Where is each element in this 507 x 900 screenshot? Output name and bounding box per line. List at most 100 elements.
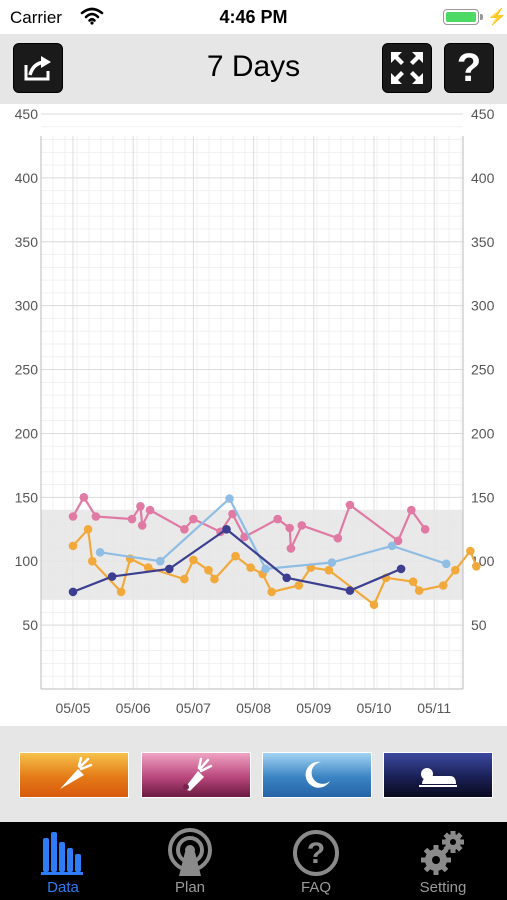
question-icon: ?: [456, 46, 482, 90]
data-point: [327, 558, 337, 567]
data-point: [231, 551, 240, 561]
wifi-icon: [80, 7, 104, 30]
tab-data-label: Data: [47, 879, 79, 896]
data-point: [107, 572, 117, 581]
y-tick-label-left: 100: [15, 553, 39, 569]
lunch-button[interactable]: [141, 752, 251, 798]
data-point: [393, 536, 403, 546]
data-point: [396, 564, 406, 574]
sleeping-icon: [419, 768, 457, 787]
y-tick-label-right: 350: [471, 234, 495, 250]
expand-button[interactable]: [382, 43, 432, 93]
data-point: [267, 587, 276, 597]
gears-icon: [421, 831, 464, 875]
help-button[interactable]: ?: [444, 43, 494, 93]
data-point: [189, 555, 198, 565]
broadcast-icon: [168, 828, 212, 876]
y-tick-label-left: 400: [15, 170, 39, 186]
data-point: [246, 563, 255, 572]
data-point: [180, 524, 189, 534]
data-point: [68, 512, 78, 521]
bitten-carrot-icon: [183, 757, 213, 791]
data-point: [294, 581, 304, 590]
tab-setting-label: Setting: [419, 879, 467, 896]
dinner-button[interactable]: [262, 752, 372, 798]
data-point: [87, 556, 97, 566]
tab-faq-label: FAQ: [300, 879, 331, 896]
data-point: [222, 524, 231, 534]
data-point: [83, 524, 93, 534]
x-tick-label: 05/08: [236, 700, 271, 716]
data-point: [165, 564, 174, 574]
y-tick-label-right: 50: [471, 617, 487, 633]
x-tick-label: 05/11: [417, 700, 451, 716]
meal-mode-bar: [0, 726, 507, 822]
tab-setting[interactable]: Setting: [380, 822, 506, 900]
x-tick-label: 05/09: [296, 700, 331, 716]
data-point: [91, 512, 101, 521]
target-range-band: [41, 510, 463, 600]
y-tick-label-left: 150: [15, 489, 39, 505]
data-point: [240, 532, 249, 542]
tab-data[interactable]: Data: [0, 822, 126, 900]
clock: 4:46 PM: [219, 7, 288, 27]
data-point: [407, 505, 416, 515]
share-button[interactable]: [13, 43, 63, 93]
y-tick-label-right: 200: [471, 425, 495, 441]
tab-faq[interactable]: ? FAQ: [253, 822, 379, 900]
data-point: [297, 521, 307, 530]
x-tick-label: 05/10: [356, 700, 391, 716]
page-title: 7 Days: [206, 50, 301, 83]
data-point: [414, 586, 424, 595]
battery-icon: [443, 9, 479, 25]
data-point: [324, 565, 334, 575]
data-point: [369, 600, 379, 609]
data-point: [143, 563, 153, 572]
breakfast-button[interactable]: [19, 752, 129, 798]
question-circle-icon: ?: [293, 830, 339, 876]
data-point: [420, 524, 430, 534]
charging-icon: ⚡: [487, 9, 507, 26]
tab-bar: Data Plan ? FAQ: [0, 822, 507, 900]
y-tick-label-left: 250: [15, 362, 39, 378]
data-point: [450, 565, 460, 575]
data-point: [345, 586, 355, 595]
tab-plan[interactable]: Plan: [127, 822, 253, 900]
y-tick-label-left: 200: [15, 425, 39, 441]
data-point: [387, 541, 397, 551]
battery-tip: [480, 14, 483, 20]
data-point: [127, 514, 137, 524]
sleep-button[interactable]: [383, 752, 493, 798]
y-tick-label-left: 450: [15, 106, 39, 122]
y-tick-label-left: 50: [22, 617, 38, 633]
data-point: [136, 501, 145, 511]
data-point: [472, 562, 481, 571]
y-tick-label-left: 350: [15, 234, 39, 250]
tab-plan-label: Plan: [174, 879, 206, 896]
data-point: [286, 544, 296, 553]
data-point: [285, 523, 295, 533]
moon-icon: [305, 761, 330, 788]
carrot-icon: [60, 757, 93, 789]
header: 7 Days ?: [0, 34, 507, 104]
data-point: [155, 556, 165, 566]
data-point: [116, 587, 126, 597]
data-point: [282, 573, 292, 583]
bar-chart-icon: [41, 832, 83, 875]
data-point: [438, 581, 448, 590]
data-point: [408, 577, 418, 586]
data-point: [180, 574, 189, 584]
data-point: [95, 547, 105, 557]
data-point: [204, 565, 213, 575]
data-point: [441, 559, 451, 569]
data-point: [228, 509, 237, 519]
data-point: [210, 574, 219, 584]
data-point: [79, 493, 89, 502]
data-point: [68, 587, 78, 597]
data-point: [137, 521, 147, 530]
x-tick-label: 05/07: [176, 700, 211, 716]
x-tick-label: 05/05: [55, 700, 90, 716]
data-point: [466, 546, 475, 556]
y-tick-label-left: 300: [15, 298, 39, 314]
